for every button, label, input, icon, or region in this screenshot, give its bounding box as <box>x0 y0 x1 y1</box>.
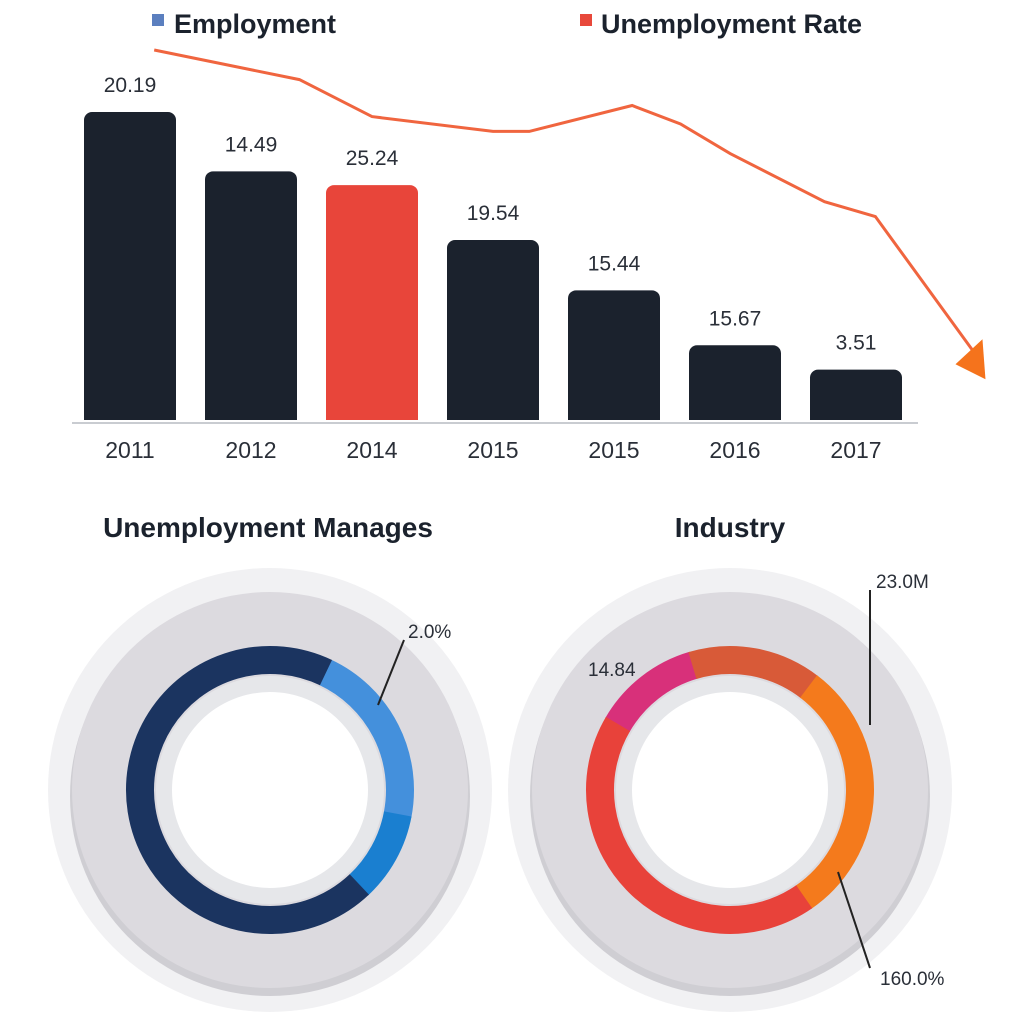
bar-2016 <box>689 345 781 420</box>
donut-slice <box>126 646 369 934</box>
donut-hole <box>632 692 828 888</box>
bar-2012 <box>205 171 297 420</box>
x-tick-label: 2011 <box>105 437 154 463</box>
bar-base <box>810 412 902 420</box>
legend-label-unemployment: Unemployment Rate <box>601 9 862 39</box>
bar-2017 <box>810 369 902 420</box>
bar-2011 <box>84 112 176 420</box>
data-label: 15.67 <box>709 307 762 330</box>
x-tick-label: 2012 <box>225 437 276 463</box>
donut-hole <box>172 692 368 888</box>
annotation-label: 14.84 <box>588 660 636 681</box>
bar-2015 <box>447 239 539 420</box>
bar-base <box>84 412 176 420</box>
bar-2015 <box>568 290 660 420</box>
donut-slice <box>795 675 874 909</box>
donut-slice <box>348 810 412 896</box>
unemployment-line <box>153 48 977 356</box>
data-label: 25.24 <box>346 147 399 170</box>
x-tick-label: 2016 <box>709 437 760 463</box>
data-label: 19.54 <box>467 202 520 225</box>
data-label: 15.44 <box>588 252 641 275</box>
arrow-head-icon <box>955 339 986 380</box>
bar-base <box>568 412 660 420</box>
x-tick-label: 2015 <box>467 437 518 463</box>
legend-swatch-employment <box>152 14 164 26</box>
donut-slice <box>688 646 819 699</box>
bar-2014 <box>326 185 418 420</box>
annotation-label: 2.0% <box>408 622 451 643</box>
bar-base <box>205 412 297 420</box>
donut-slice <box>586 716 813 934</box>
legend-swatch-unemployment <box>580 14 592 26</box>
data-label: 20.19 <box>104 74 157 97</box>
bar-base <box>326 412 418 420</box>
bar-base <box>689 412 781 420</box>
x-tick-label: 2015 <box>588 437 639 463</box>
data-label: 3.51 <box>836 332 877 355</box>
legend-label-employment: Employment <box>174 9 336 39</box>
x-tick-label: 2017 <box>830 437 881 463</box>
leader-line <box>837 871 871 969</box>
data-label: 14.49 <box>225 133 278 156</box>
donut-slice <box>605 651 698 733</box>
x-tick-label: 2014 <box>346 437 397 463</box>
annotation-label: 160.0% <box>880 969 945 990</box>
bar-base <box>447 412 539 420</box>
donut-title-2: Industry <box>675 512 786 543</box>
donut-slice <box>318 659 414 818</box>
annotation-label: 23.0M <box>876 572 929 593</box>
donut-title-1: Unemployment Manages <box>103 512 433 543</box>
leader-line <box>377 639 405 706</box>
